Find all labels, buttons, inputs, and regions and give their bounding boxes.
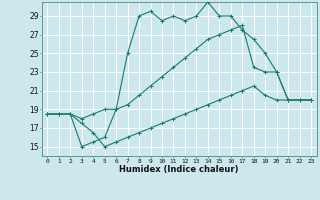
- X-axis label: Humidex (Indice chaleur): Humidex (Indice chaleur): [119, 165, 239, 174]
